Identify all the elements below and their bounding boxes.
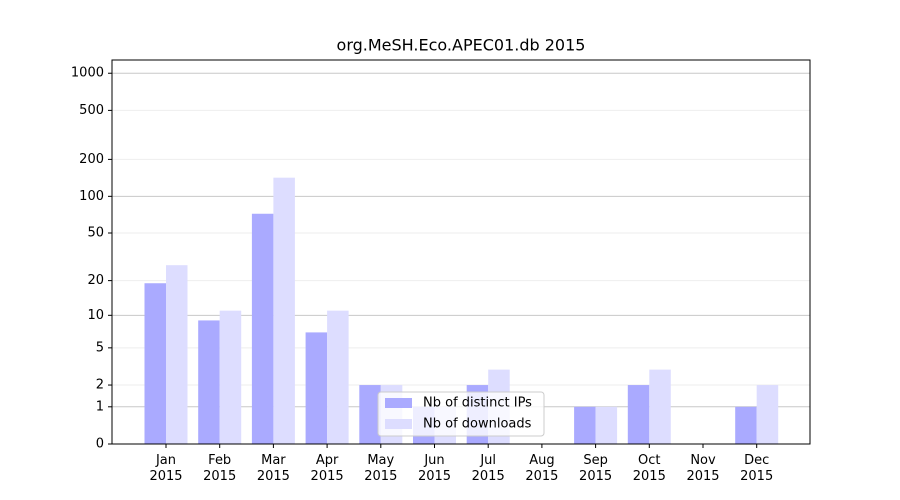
y-tick-label: 50 (87, 225, 104, 240)
x-tick-label: Sep 2015 (579, 453, 613, 484)
bar (735, 406, 757, 444)
bar (574, 406, 596, 444)
y-tick-label: 500 (79, 103, 104, 118)
y-tick-label: 2 (96, 378, 104, 393)
legend-swatch (385, 398, 412, 408)
bar (144, 283, 166, 444)
x-tick-label: Nov 2015 (686, 453, 720, 484)
bar (756, 385, 779, 444)
x-tick-label: Dec 2015 (740, 453, 774, 484)
x-tick-label: Jul 2015 (471, 453, 505, 484)
x-tick-label: Apr 2015 (310, 453, 344, 484)
x-tick-label: May 2015 (364, 453, 398, 484)
bar (251, 213, 274, 444)
y-tick-label: 200 (79, 152, 104, 167)
y-tick-label: 0 (96, 437, 104, 452)
legend-swatch (385, 419, 412, 429)
bar (327, 310, 349, 444)
y-tick-label: 100 (79, 189, 104, 204)
y-tick-label: 10 (87, 308, 104, 323)
x-tick-label: Feb 2015 (203, 453, 237, 484)
x-tick-label: Aug 2015 (525, 453, 559, 484)
x-tick-label: Jan 2015 (149, 453, 183, 484)
bar (595, 406, 618, 444)
plot-frame (111, 59, 811, 445)
bar (166, 265, 188, 444)
bar (198, 320, 220, 444)
bar (627, 385, 650, 444)
chart-title: org.MeSH.Eco.APEC01.db 2015 (337, 36, 586, 55)
legend-box (377, 391, 545, 437)
x-tick-label: Oct 2015 (632, 453, 666, 484)
bar (219, 310, 242, 444)
x-tick-label: Mar 2015 (256, 453, 290, 484)
bar (649, 369, 671, 444)
legend-label: Nb of downloads (423, 417, 532, 432)
y-tick-label: 20 (87, 273, 104, 288)
bar (305, 332, 328, 444)
y-tick-label: 1 (96, 399, 104, 414)
x-tick-label: Jun 2015 (417, 453, 452, 484)
y-tick-label: 5 (96, 340, 104, 355)
bar (359, 385, 381, 444)
legend-label: Nb of distinct IPs (423, 396, 532, 411)
bar (273, 177, 295, 444)
y-tick-label: 1000 (71, 66, 104, 81)
